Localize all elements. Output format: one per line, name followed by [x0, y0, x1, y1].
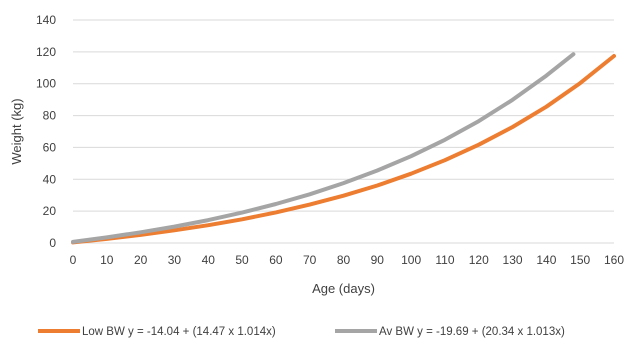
legend-label: Low BW y = -14.04 + (14.47 x 1.014x) — [82, 326, 276, 338]
x-tick-label: 40 — [202, 253, 216, 267]
x-tick-label: 90 — [371, 253, 385, 267]
legend-label: Av BW y = -19.69 + (20.34 x 1.013x) — [379, 326, 565, 338]
y-tick-label: 60 — [43, 140, 57, 154]
x-tick-label: 120 — [469, 253, 489, 267]
series-line-1 — [71, 54, 616, 245]
x-tick-label: 60 — [269, 253, 283, 267]
x-tick-label: 110 — [435, 253, 454, 267]
x-axis-title: Age (days) — [312, 281, 375, 296]
legend: Low BW y = -14.04 + (14.47 x 1.014x) Av B… — [38, 326, 565, 338]
y-axis-ticks: 0 20 40 60 80 100 120 140 — [36, 13, 56, 250]
x-tick-label: 30 — [168, 253, 182, 267]
y-tick-label: 80 — [43, 109, 57, 123]
y-tick-label: 100 — [36, 77, 56, 91]
x-tick-label: 70 — [303, 253, 317, 267]
x-tick-label: 50 — [235, 253, 249, 267]
series-lines — [71, 52, 616, 245]
x-tick-label: 140 — [536, 253, 556, 267]
y-tick-label: 140 — [36, 13, 56, 27]
x-tick-label: 100 — [401, 253, 421, 267]
x-tick-label: 130 — [503, 253, 523, 267]
x-tick-label: 80 — [337, 253, 351, 267]
x-tick-label: 160 — [604, 253, 624, 267]
x-tick-label: 150 — [570, 253, 590, 267]
gridlines — [73, 19, 614, 244]
y-tick-label: 120 — [36, 45, 56, 59]
x-tick-label: 0 — [70, 253, 77, 267]
y-tick-label: 40 — [43, 172, 57, 186]
x-tick-label: 10 — [100, 253, 114, 267]
x-axis-ticks: 0 10 20 30 40 50 60 70 80 90 100 110 120 130 140 150 160 — [70, 253, 625, 267]
y-axis-title: Weight (kg) — [9, 98, 24, 164]
y-tick-label: 0 — [49, 236, 56, 250]
series-line-2 — [71, 52, 576, 244]
y-tick-label: 20 — [43, 204, 57, 218]
x-tick-label: 20 — [134, 253, 148, 267]
